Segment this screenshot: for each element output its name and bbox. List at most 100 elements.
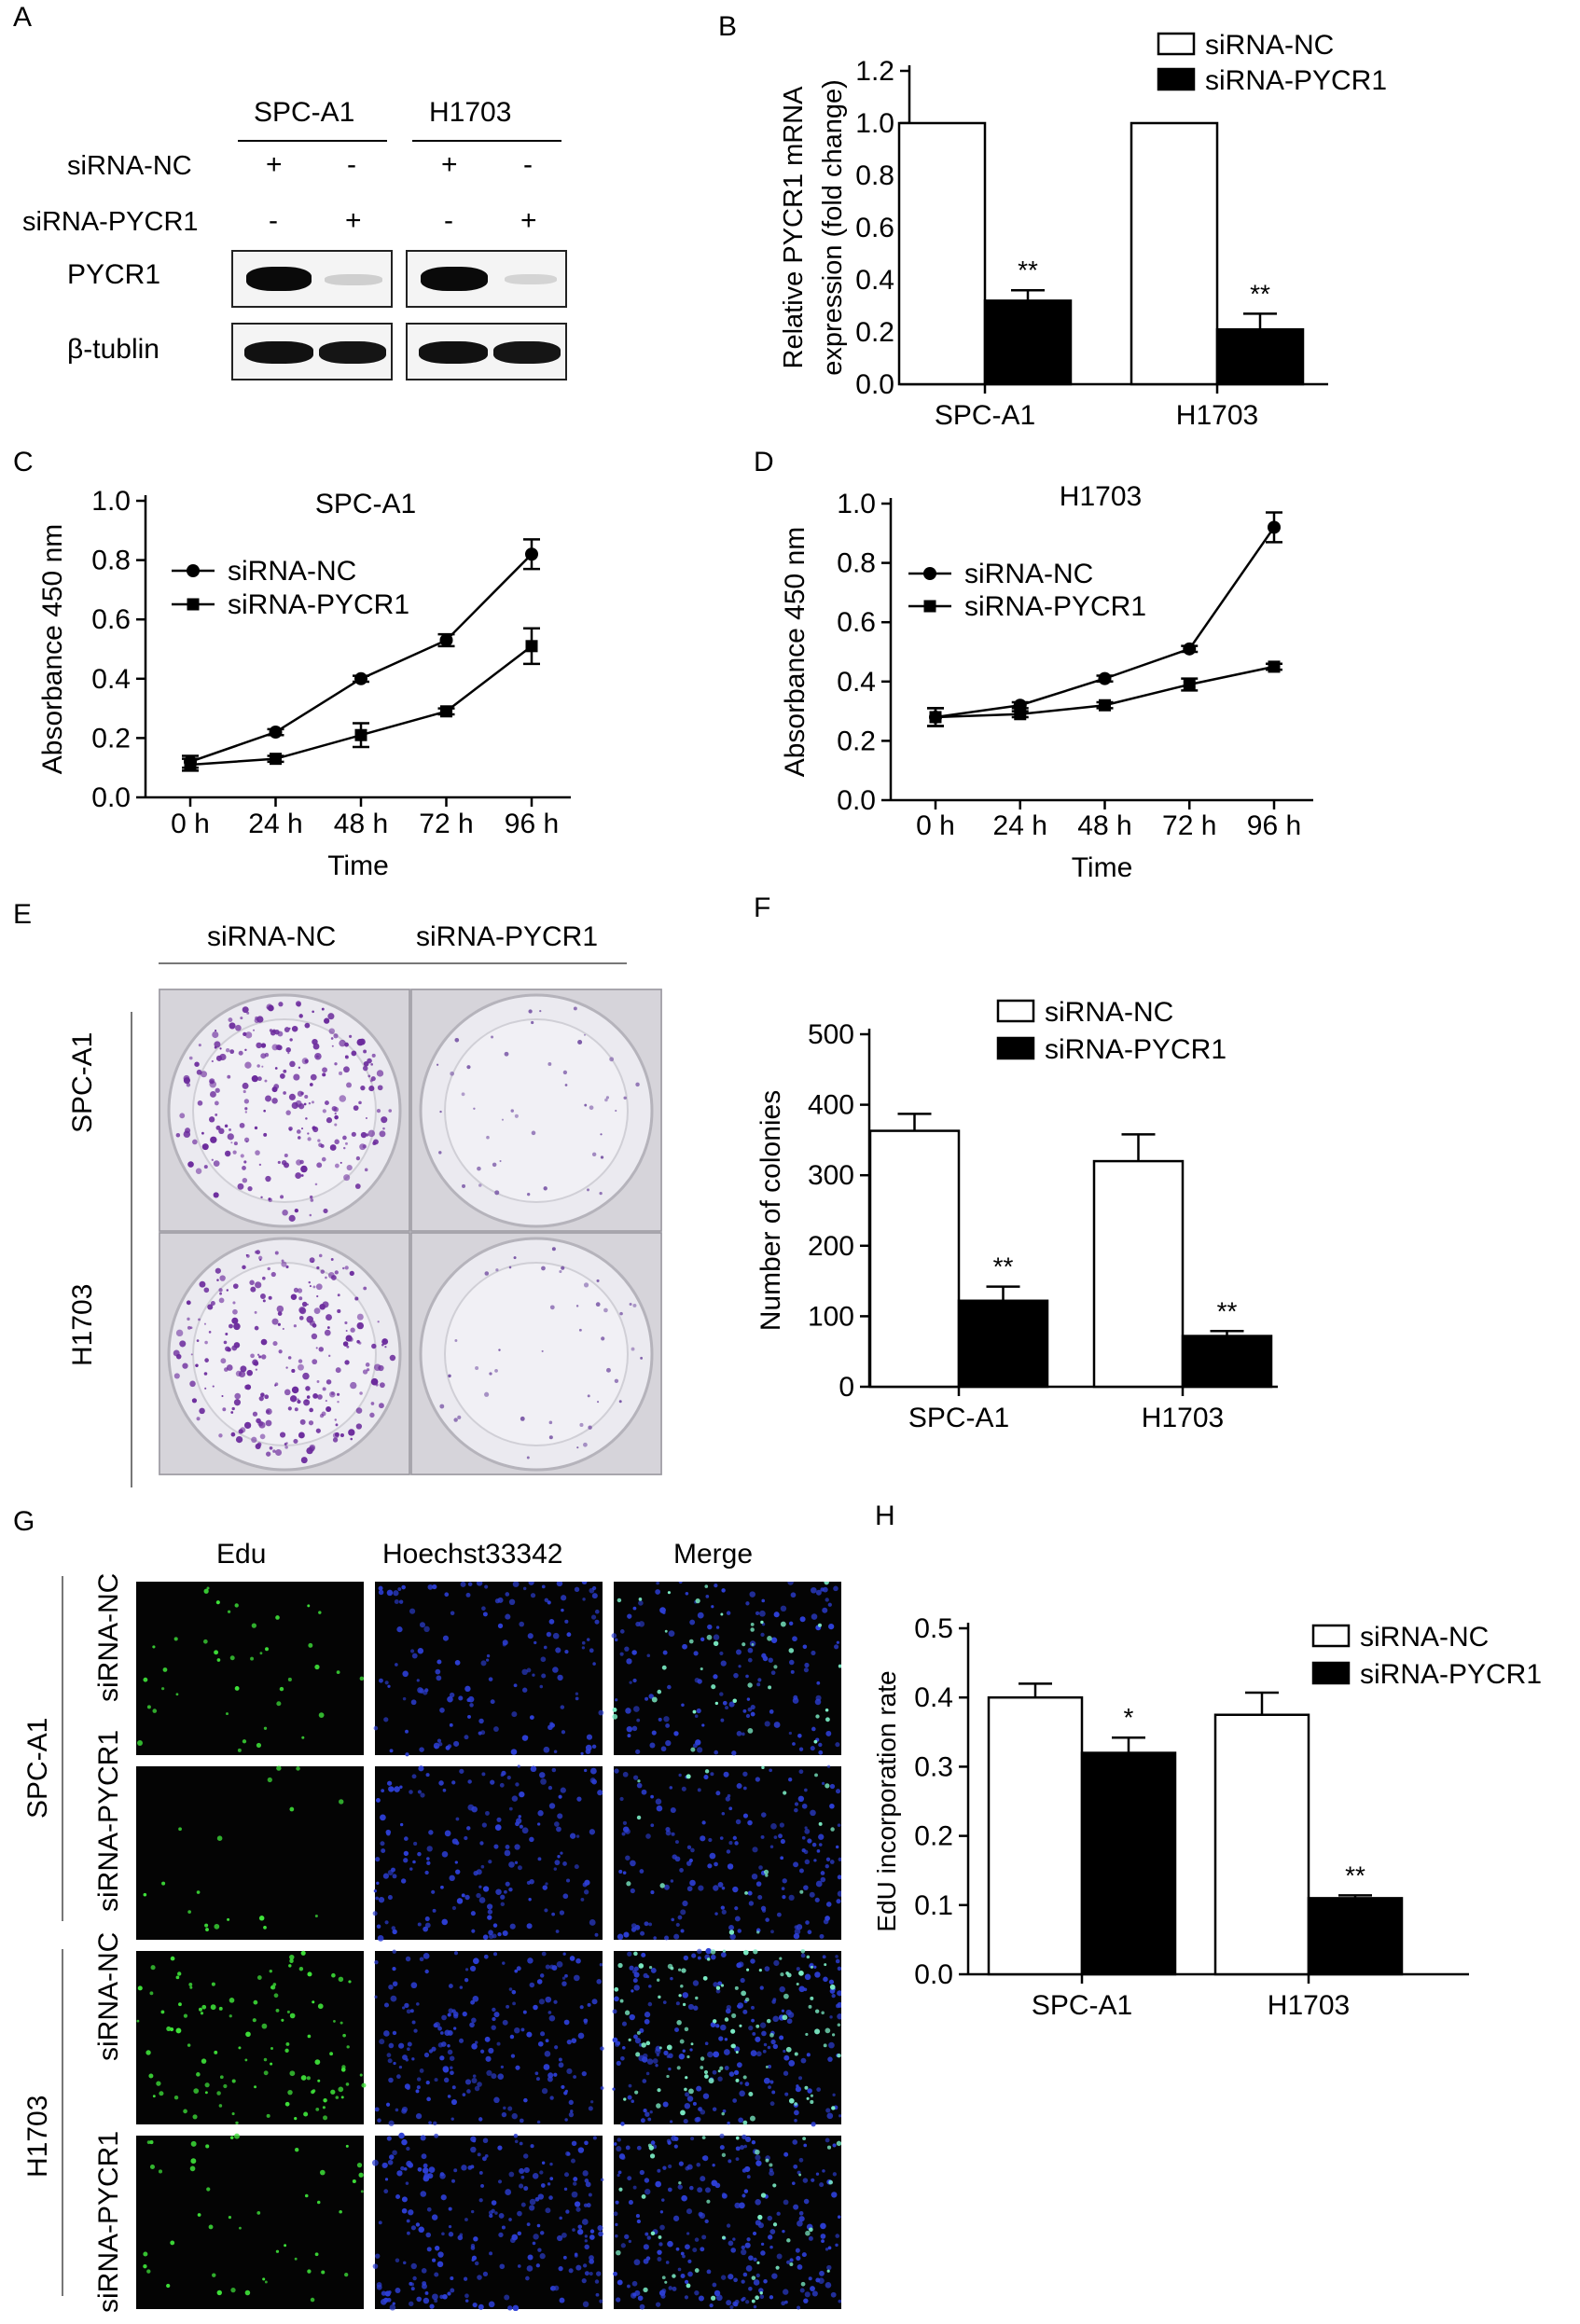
nucleus [613, 2142, 617, 2146]
nucleus [587, 2002, 591, 2007]
nucleus [626, 1725, 633, 1733]
edu-positive-cell [263, 1926, 267, 1930]
point-D-nc [1183, 642, 1197, 656]
nucleus [797, 1734, 802, 1738]
edu-positive-cell [678, 1994, 682, 1998]
nucleus [776, 1912, 782, 1917]
nucleus [753, 2257, 757, 2262]
nucleus [697, 2187, 703, 2193]
nucleus [772, 2015, 780, 2023]
nucleus [466, 1697, 471, 1703]
nucleus [539, 2253, 546, 2260]
nucleus [453, 2168, 458, 2173]
nucleus [553, 1867, 558, 1871]
nucleus [480, 2049, 485, 2054]
nucleus [437, 2261, 444, 2268]
colony [315, 1283, 323, 1291]
edu-positive-cell [205, 2144, 210, 2149]
colony [285, 1047, 291, 1053]
nucleus [386, 1589, 394, 1597]
colony [510, 1109, 514, 1113]
edu-positive-cell [216, 2289, 222, 2296]
nucleus [837, 1990, 841, 1997]
edu-positive-cell [765, 1874, 769, 1877]
nucleus [837, 2001, 841, 2008]
panel-letter-a: A [13, 2, 33, 33]
nucleus [617, 1933, 624, 1941]
point-D-pycr1 [1268, 660, 1281, 673]
nucleus [561, 2084, 565, 2090]
colony [215, 1267, 221, 1274]
edu-positive-cell [724, 2017, 729, 2022]
nucleus [493, 1844, 499, 1849]
colony [332, 1437, 339, 1443]
nucleus [551, 1767, 557, 1773]
nucleus [797, 2264, 803, 2270]
nucleus [644, 2232, 649, 2236]
nucleus [426, 2247, 432, 2252]
x-tick-label-C: 24 h [248, 809, 302, 839]
nucleus [715, 1988, 721, 1994]
edu-positive-cell [314, 1914, 318, 1918]
colony [595, 1302, 601, 1307]
nucleus [680, 1909, 686, 1916]
edu-positive-cell [800, 1948, 806, 1954]
micro-col-label-hoechst: Hoechst33342 [382, 1539, 563, 1570]
nucleus [397, 1587, 402, 1591]
nucleus [548, 1619, 555, 1625]
nucleus [747, 1707, 753, 1712]
blot-label-b-tublin: β-tublin [67, 334, 159, 365]
nucleus [463, 2276, 468, 2281]
nucleus [589, 1829, 596, 1835]
nucleus [769, 1768, 773, 1773]
colony [271, 1098, 278, 1104]
nucleus [721, 1909, 727, 1915]
legend-label-B: siRNA-PYCR1 [1205, 65, 1387, 96]
bar-F-h1703-nc [1092, 1159, 1185, 1389]
nucleus [643, 2258, 649, 2264]
nucleus [568, 2268, 574, 2274]
nucleus [705, 1594, 710, 1598]
nucleus [636, 2219, 642, 2224]
colony [577, 1040, 583, 1045]
nucleus [584, 2234, 589, 2238]
nucleus [488, 1860, 492, 1864]
nucleus [524, 1735, 529, 1739]
nucleus [561, 1608, 564, 1612]
nucleus [426, 2206, 432, 2212]
nucleus [555, 1647, 561, 1653]
nucleus [739, 2082, 743, 2085]
edu-positive-cell [289, 2070, 296, 2077]
edu-positive-cell [612, 1708, 617, 1712]
colony [209, 1080, 217, 1088]
nucleus [838, 2114, 841, 2118]
nucleus [501, 1770, 506, 1776]
nucleus [784, 2300, 788, 2304]
edu-positive-cell [688, 1639, 694, 1644]
colony [230, 1141, 233, 1144]
nucleus [495, 1888, 502, 1895]
nucleus [692, 1980, 700, 1986]
nucleus [686, 1845, 692, 1850]
nucleus [720, 1905, 726, 1910]
colony [218, 1127, 225, 1134]
edu-positive-cell [340, 2067, 346, 2072]
edu-positive-cell [177, 1971, 182, 1976]
colony [274, 1030, 280, 1035]
y-tick-label-C: 0.4 [91, 664, 131, 695]
nucleus [450, 2117, 454, 2121]
nucleus [816, 1681, 821, 1685]
nucleus [447, 2291, 451, 2296]
nucleus [519, 2167, 525, 2174]
nucleus [448, 1984, 453, 1989]
edu-positive-cell [836, 2140, 841, 2147]
nucleus [591, 1585, 597, 1591]
nucleus [552, 1667, 559, 1673]
nucleus [681, 1786, 686, 1791]
edu-positive-cell [614, 1986, 619, 1992]
nucleus [659, 1607, 666, 1613]
edu-positive-cell [287, 1677, 292, 1681]
nucleus [476, 1892, 481, 1899]
nucleus [409, 2009, 414, 2013]
colony [245, 1141, 248, 1143]
